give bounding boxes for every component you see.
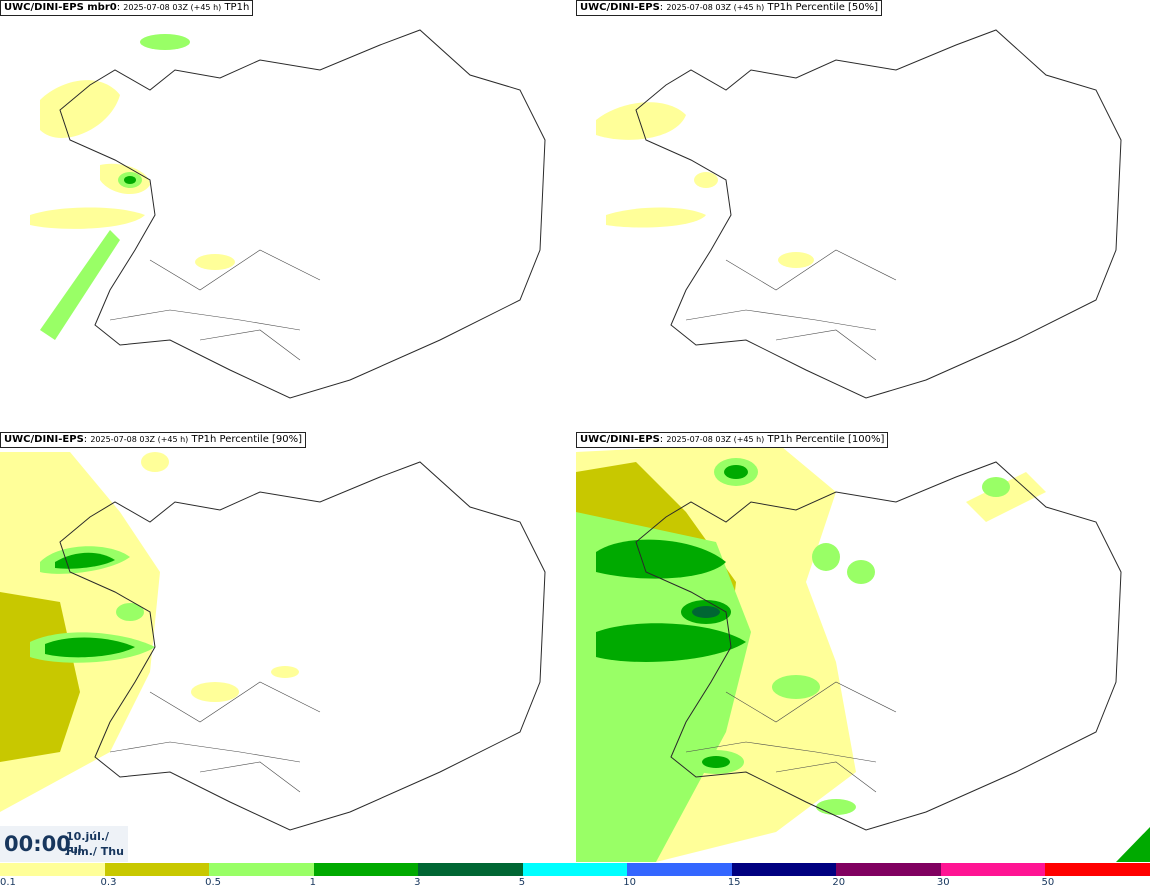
colorbar-tick-label: 5 <box>518 877 526 888</box>
panel-p90: UWC/DINI-EPS: 2025-07-08 03Z (+45 h) TP1… <box>0 432 574 862</box>
precip-field-p50 <box>596 102 814 268</box>
panel-title: UWC/DINI-EPS: 2025-07-08 03Z (+45 h) TP1… <box>576 432 889 448</box>
field-name: TP1h Percentile [50%] <box>767 2 879 13</box>
model-name: UWC/DINI-EPS <box>4 434 84 445</box>
valid-time-box: 00:00 10.júl./ Jul Fim./ Thu <box>0 826 128 862</box>
valid-date-line1: 10.júl./ Jul <box>66 830 110 856</box>
model-name: UWC/DINI-EPS <box>580 2 660 13</box>
run-time: 2025-07-08 03Z (+45 h) <box>666 435 765 444</box>
coastline-member0 <box>59 29 546 399</box>
colorbar-tick-label: 50 <box>1041 877 1055 888</box>
map-member0 <box>30 29 546 399</box>
precip-field-p90 <box>0 452 299 812</box>
colorbar-segment <box>627 863 733 876</box>
field-name: TP1h Percentile [90%] <box>191 434 303 445</box>
panel-title: UWC/DINI-EPS: 2025-07-08 03Z (+45 h) TP1… <box>0 432 307 448</box>
colorbar-segment <box>104 863 210 876</box>
field-name: TP1h <box>224 2 250 13</box>
run-time: 2025-07-08 03Z (+45 h) <box>123 3 222 12</box>
colorbar-tick-label: 0.3 <box>100 877 117 888</box>
colorbar-tick-label: 15 <box>727 877 741 888</box>
model-name: UWC/DINI-EPS mbr0 <box>4 2 117 13</box>
colorbar-segment <box>940 863 1046 876</box>
colorbar-tick-label: 30 <box>936 877 950 888</box>
colorbar <box>0 863 1150 876</box>
field-name: TP1h Percentile [100%] <box>767 434 885 445</box>
colorbar-ticks: 0.1 0.3 0.5 1 3 5 10 15 20 30 50 <box>0 877 1150 891</box>
model-name: UWC/DINI-EPS <box>580 434 660 445</box>
colorbar-tick-label: 3 <box>414 877 421 888</box>
colorbar-segment <box>731 863 837 876</box>
run-time: 2025-07-08 03Z (+45 h) <box>90 435 189 444</box>
panel-title: UWC/DINI-EPS mbr0: 2025-07-08 03Z (+45 h… <box>0 0 254 16</box>
valid-date-line2: Fim./ Thu <box>66 845 124 858</box>
panel-title: UWC/DINI-EPS: 2025-07-08 03Z (+45 h) TP1… <box>576 0 883 16</box>
colorbar-tick-label: 1 <box>309 877 316 888</box>
map-p50 <box>596 29 1122 399</box>
map-p100 <box>576 442 1150 862</box>
colorbar-tick-label: 10 <box>623 877 636 888</box>
colorbar-segment <box>209 863 315 876</box>
colorbar-segment <box>522 863 628 876</box>
valid-time: 00:00 <box>4 832 71 856</box>
coastline-p100 <box>635 461 1122 831</box>
coastline-p50 <box>635 29 1122 399</box>
coastline-p90 <box>59 461 546 831</box>
map-p90 <box>0 452 546 831</box>
colorbar-segment <box>836 863 942 876</box>
panel-member0: UWC/DINI-EPS mbr0: 2025-07-08 03Z (+45 h… <box>0 0 574 430</box>
run-time: 2025-07-08 03Z (+45 h) <box>666 3 765 12</box>
colorbar-segment <box>1045 863 1150 876</box>
colorbar-segment <box>313 863 419 876</box>
colorbar-segment <box>418 863 524 876</box>
precip-field-p100 <box>576 442 1150 862</box>
colorbar-tick-label: 0.5 <box>205 877 221 888</box>
colorbar-tick-label: 20 <box>832 877 846 888</box>
panel-p50: UWC/DINI-EPS: 2025-07-08 03Z (+45 h) TP1… <box>576 0 1150 430</box>
colorbar-tick-label: 0.1 <box>0 877 16 888</box>
panel-p100: UWC/DINI-EPS: 2025-07-08 03Z (+45 h) TP1… <box>576 432 1150 862</box>
precip-field-member0 <box>30 34 235 340</box>
colorbar-segment <box>0 863 106 876</box>
